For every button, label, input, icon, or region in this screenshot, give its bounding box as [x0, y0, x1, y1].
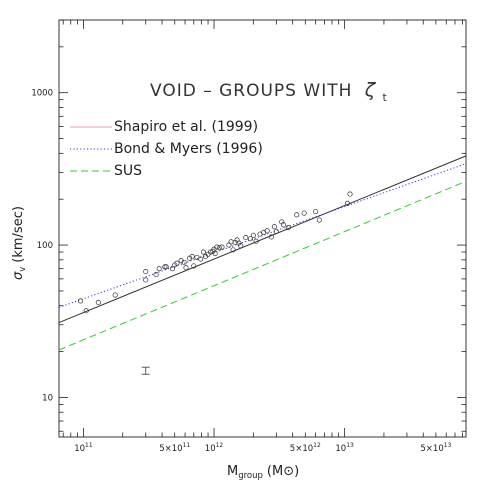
data-point [178, 258, 184, 264]
series-layer [58, 155, 467, 375]
x-tick-label: 5×1013 [420, 442, 451, 454]
data-point [230, 247, 236, 253]
data-point [174, 260, 180, 266]
plot-frame [58, 19, 467, 438]
data-point [153, 272, 159, 278]
data-point [279, 219, 285, 225]
x-tick-label: 1011 [74, 442, 93, 454]
data-point [143, 277, 149, 283]
y-tick-label: 10 [42, 393, 53, 403]
data-point [294, 212, 300, 218]
data-point [83, 308, 89, 314]
data-point [156, 266, 162, 272]
data-point [268, 234, 274, 240]
data-point [162, 264, 168, 270]
data-point [273, 228, 279, 234]
y-axis-label-main: σ [11, 271, 26, 280]
data-point [247, 236, 253, 242]
x-axis-label: Mgroup (M⊙) [227, 464, 299, 481]
tick-labels: 1011 5×1011 1012 5×1012 1013 5×1013 10 100 1000 [31, 89, 451, 454]
data-point [347, 191, 353, 197]
series-line-2 [58, 180, 467, 351]
data-point [143, 269, 149, 275]
annotation-text: VOID – GROUPS WITH [150, 81, 352, 101]
data-point [219, 244, 225, 250]
data-point [271, 224, 277, 230]
x-tick-label: 5×1011 [159, 442, 190, 454]
x-tick-label: 1012 [205, 442, 224, 454]
data-point [214, 244, 220, 250]
data-point [344, 200, 350, 206]
legend-label: Shapiro et al. (1999) [114, 119, 258, 135]
legend: Shapiro et al. (1999) Bond & Myers (1996)… [70, 119, 263, 179]
annotation-symbol: ζ [364, 79, 377, 101]
series-line-0 [58, 155, 467, 324]
data-point [198, 256, 204, 262]
data-point [285, 225, 291, 231]
error-bar [141, 366, 150, 375]
x-tick-label: 1013 [335, 442, 354, 454]
data-point [163, 264, 169, 270]
data-point [280, 222, 286, 228]
annotation-subscript: t [383, 91, 388, 104]
y-tick-label: 1000 [31, 89, 53, 99]
chart-annotation: VOID – GROUPS WITH ζ t [150, 79, 388, 104]
data-point [183, 265, 189, 271]
x-axis-label-unit: (M⊙) [267, 464, 299, 479]
data-point [236, 240, 242, 246]
x-axis-label-main: M [227, 464, 238, 479]
x-axis-label-sub: group [238, 471, 263, 481]
data-point [181, 259, 187, 265]
data-point [189, 254, 195, 260]
data-point [169, 266, 175, 272]
series-line-1 [58, 163, 467, 308]
data-point [316, 217, 322, 223]
data-point [264, 228, 270, 234]
legend-label: Bond & Myers (1996) [114, 141, 263, 157]
data-point [313, 208, 319, 215]
axis-ticks [59, 19, 466, 437]
data-point [243, 235, 249, 241]
data-point [226, 242, 232, 248]
y-axis-label-unit: (km/sec) [11, 206, 26, 263]
data-point [77, 298, 84, 304]
y-axis-label-sub: v [18, 267, 28, 272]
data-point [301, 210, 307, 216]
data-point [238, 243, 244, 249]
data-point [250, 232, 256, 238]
svg-text:VOID – GROUPS WITH ζ: VOID – GROUPS WITH ζ t [150, 79, 388, 104]
data-point [112, 292, 118, 298]
legend-label: SUS [114, 163, 142, 179]
x-tick-label: 5×1012 [290, 442, 321, 454]
data-point [212, 250, 218, 257]
y-tick-label: 100 [37, 241, 53, 251]
data-point [228, 239, 234, 245]
data-point [216, 245, 222, 251]
data-point [187, 255, 193, 261]
data-point [207, 249, 214, 255]
data-point [200, 249, 207, 255]
data-point [95, 299, 101, 306]
y-axis-label: σv (km/sec) [11, 206, 28, 280]
data-point [253, 238, 259, 244]
data-point [191, 263, 197, 269]
